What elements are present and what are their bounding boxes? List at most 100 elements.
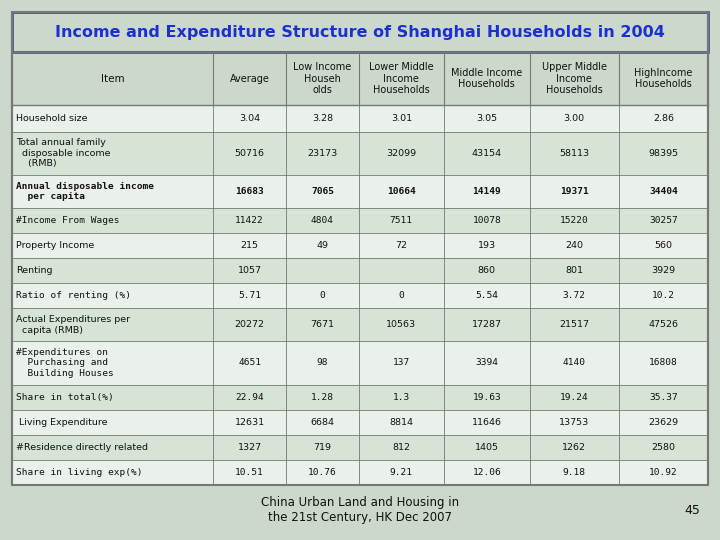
Text: Share in living exp(%): Share in living exp(%) [16,468,143,477]
Text: 3929: 3929 [652,266,675,275]
Text: 49: 49 [317,241,328,250]
Text: 1.3: 1.3 [392,393,410,402]
Text: Actual Expenditures per
  capita (RMB): Actual Expenditures per capita (RMB) [16,315,130,335]
Text: 19371: 19371 [560,187,589,196]
Text: 16683: 16683 [235,187,264,196]
Text: Property Income: Property Income [16,241,94,250]
Bar [12,384,708,410]
Bar [12,341,708,384]
Bar [12,258,708,283]
Bar [12,410,708,435]
Text: 0: 0 [398,291,404,300]
Text: 10563: 10563 [386,320,416,329]
Text: Household size: Household size [16,114,88,123]
Text: 11422: 11422 [235,216,264,225]
Text: 3.01: 3.01 [391,114,412,123]
Text: 19.63: 19.63 [472,393,501,402]
Text: Total annual family
  disposable income
    (RMB): Total annual family disposable income (R… [16,138,110,168]
Text: 4140: 4140 [563,359,586,367]
Text: 11646: 11646 [472,418,502,427]
Text: 560: 560 [654,241,672,250]
Bar [12,175,708,208]
Text: 3.04: 3.04 [239,114,260,123]
Text: Middle Income
Households: Middle Income Households [451,68,522,89]
Bar [12,12,708,485]
Text: 860: 860 [477,266,495,275]
Text: 2580: 2580 [652,443,675,452]
Text: 15220: 15220 [560,216,589,225]
Text: 10078: 10078 [472,216,501,225]
Text: Low Income
Househ
olds: Low Income Househ olds [293,62,351,95]
Bar [12,435,708,460]
Text: China Urban Land and Housing in
the 21st Century, HK Dec 2007: China Urban Land and Housing in the 21st… [261,496,459,524]
Text: 10.51: 10.51 [235,468,264,477]
Text: 2.86: 2.86 [653,114,674,123]
Text: 35.37: 35.37 [649,393,678,402]
Text: 5.54: 5.54 [475,291,498,300]
Text: 7671: 7671 [310,320,335,329]
Text: Income and Expenditure Structure of Shanghai Households in 2004: Income and Expenditure Structure of Shan… [55,24,665,39]
Text: #Income From Wages: #Income From Wages [16,216,120,225]
Text: 12.06: 12.06 [472,468,501,477]
Text: 47526: 47526 [649,320,678,329]
Text: 1405: 1405 [474,443,499,452]
Text: 137: 137 [392,359,410,367]
Bar [12,460,708,485]
Text: Living Expenditure: Living Expenditure [16,418,107,427]
Text: 17287: 17287 [472,320,502,329]
Text: 10.76: 10.76 [308,468,337,477]
Text: 6684: 6684 [310,418,335,427]
Text: 8814: 8814 [390,418,413,427]
Text: 3394: 3394 [475,359,498,367]
Text: 4651: 4651 [238,359,261,367]
Text: 10664: 10664 [387,187,415,196]
Text: 3.05: 3.05 [476,114,498,123]
Text: 7511: 7511 [390,216,413,225]
Text: 22.94: 22.94 [235,393,264,402]
Bar [12,52,708,105]
Text: 3.00: 3.00 [564,114,585,123]
Text: 13753: 13753 [559,418,590,427]
Text: Upper Middle
Income
Households: Upper Middle Income Households [541,62,607,95]
Bar [12,105,708,132]
Text: 32099: 32099 [386,149,416,158]
Text: 5.71: 5.71 [238,291,261,300]
Text: Item: Item [101,73,125,84]
Text: 7065: 7065 [311,187,334,196]
Bar [12,12,708,52]
Text: 43154: 43154 [472,149,502,158]
Text: 4804: 4804 [311,216,334,225]
Text: 34404: 34404 [649,187,678,196]
Text: 72: 72 [395,241,408,250]
Bar [12,132,708,175]
Text: 16808: 16808 [649,359,678,367]
Text: 23173: 23173 [307,149,338,158]
Text: 19.24: 19.24 [560,393,589,402]
Text: 3.72: 3.72 [563,291,586,300]
Text: 9.21: 9.21 [390,468,413,477]
Text: 20272: 20272 [235,320,265,329]
Text: 193: 193 [477,241,496,250]
Text: 9.18: 9.18 [563,468,586,477]
Text: 10.2: 10.2 [652,291,675,300]
Bar [12,283,708,308]
Text: 98: 98 [317,359,328,367]
Text: 58113: 58113 [559,149,589,158]
Text: 1.28: 1.28 [311,393,334,402]
Text: Average: Average [230,73,269,84]
Bar [12,308,708,341]
Text: Ratio of renting (%): Ratio of renting (%) [16,291,131,300]
Text: Share in total(%): Share in total(%) [16,393,114,402]
Text: 812: 812 [392,443,410,452]
Text: 21517: 21517 [559,320,589,329]
Text: 1327: 1327 [238,443,261,452]
Text: 30257: 30257 [649,216,678,225]
Text: 1057: 1057 [238,266,261,275]
Text: 98395: 98395 [648,149,678,158]
Text: Annual disposable income
  per capita: Annual disposable income per capita [16,181,154,201]
Text: 45: 45 [684,503,700,516]
Text: 240: 240 [565,241,583,250]
Text: #Expenditures on
  Purchasing and
  Building Houses: #Expenditures on Purchasing and Building… [16,348,114,378]
Text: #Residence directly related: #Residence directly related [16,443,148,452]
Text: 50716: 50716 [235,149,265,158]
